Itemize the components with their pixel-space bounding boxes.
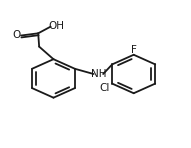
Text: F: F (131, 45, 137, 55)
Text: NH: NH (91, 69, 106, 79)
Text: O: O (13, 30, 21, 40)
Text: Cl: Cl (100, 83, 110, 93)
Text: OH: OH (48, 21, 64, 31)
